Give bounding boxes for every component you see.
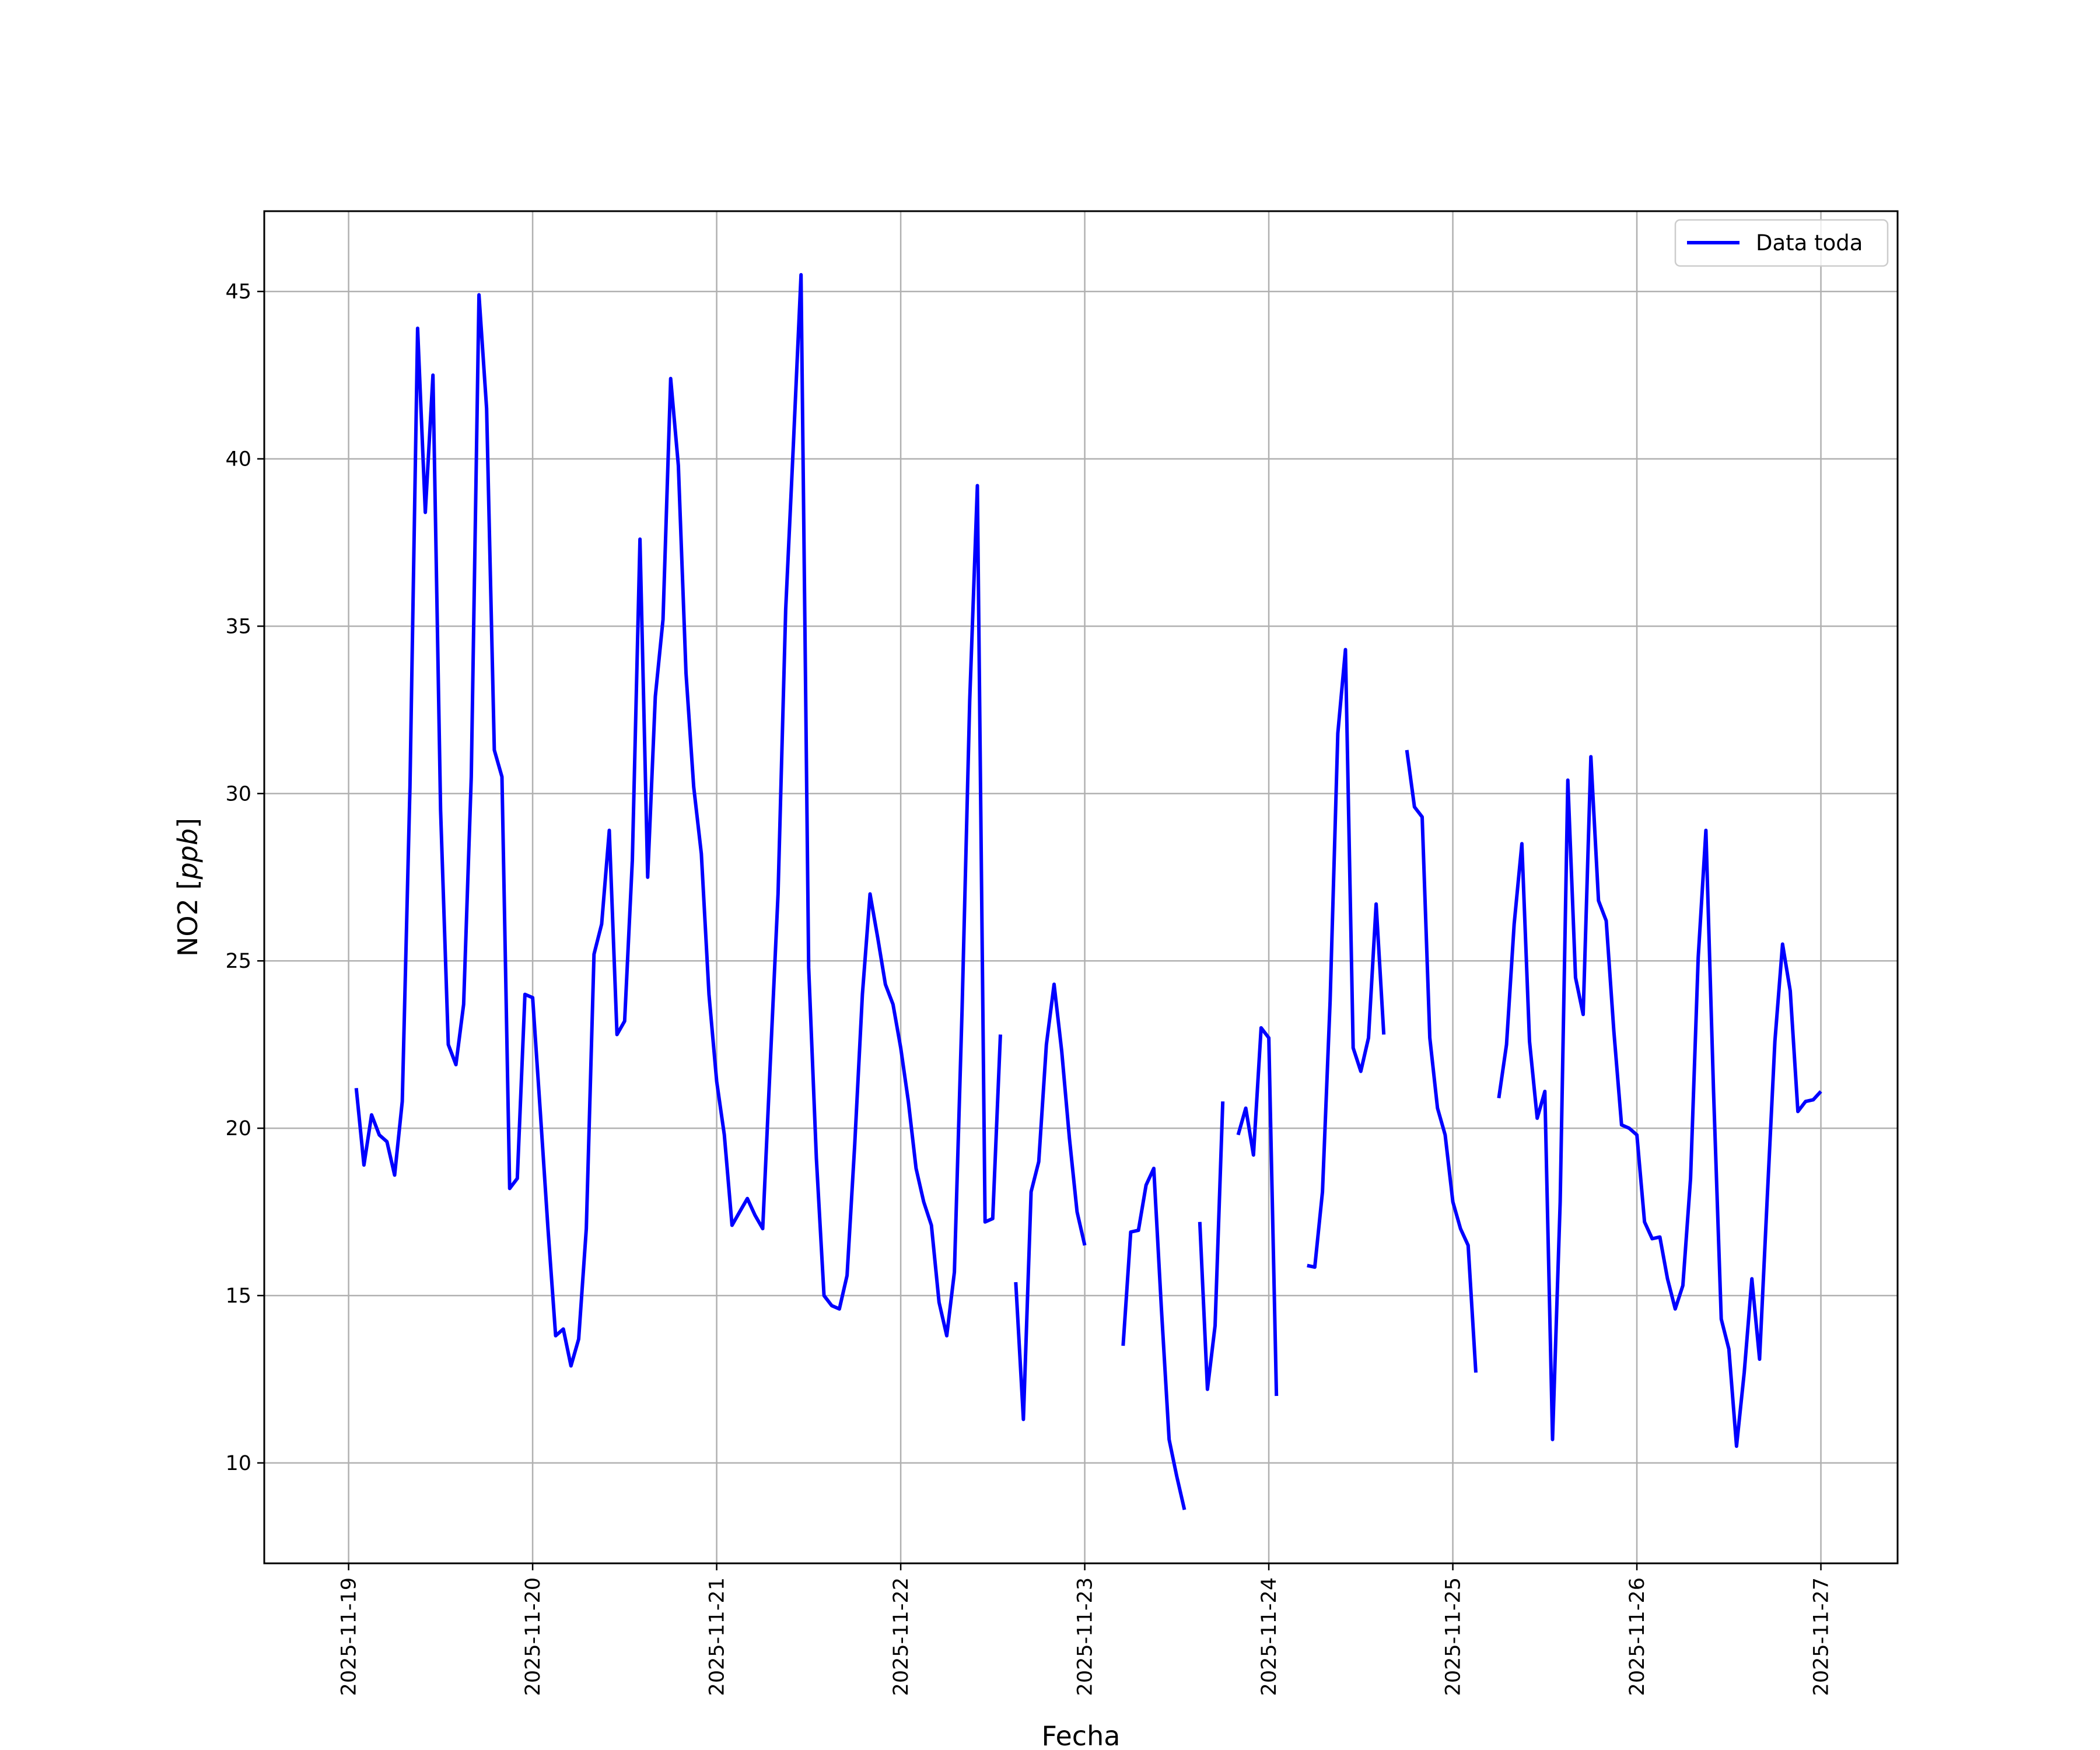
- legend: Data toda: [1674, 219, 1889, 267]
- y-tick-label: 45: [225, 281, 251, 304]
- y-tick-label: 20: [225, 1117, 251, 1140]
- series-line-segment: [1405, 750, 1478, 1373]
- y-tick-label: 35: [225, 615, 251, 638]
- x-tick-label: 2025-11-25: [1442, 1577, 1465, 1696]
- x-tick-label: 2025-11-27: [1810, 1577, 1833, 1696]
- x-tick-label: 2025-11-21: [706, 1577, 729, 1696]
- y-tick-label: 30: [225, 782, 251, 806]
- series-layer: [354, 273, 1822, 1510]
- y-axis-title: NO2 [ppb]: [172, 818, 204, 957]
- series-line-segment: [1307, 648, 1386, 1269]
- ticks: 2025-11-19 2025-11-20 2025-11-21 2025-11-22…: [225, 281, 1833, 1696]
- plot-frame: [263, 210, 1899, 1564]
- series-line-segment: [1497, 755, 1822, 1448]
- x-tick-label: 2025-11-24: [1258, 1577, 1281, 1696]
- x-tick-label: 2025-11-19: [338, 1577, 361, 1696]
- plot-area: [264, 211, 1898, 1563]
- x-tick-label: 2025-11-26: [1626, 1577, 1649, 1696]
- series-line-segment: [1121, 1167, 1186, 1510]
- series-line-segment: [1198, 1101, 1225, 1391]
- grid-lines: [264, 211, 1898, 1563]
- x-tick-label: 2025-11-22: [890, 1577, 913, 1696]
- y-axis-title-unit: ppb: [172, 828, 204, 880]
- legend-box: [1674, 219, 1889, 267]
- x-axis-title: Fecha: [1042, 1720, 1121, 1750]
- series-line-segment: [1014, 982, 1087, 1422]
- x-tick-label: 2025-11-23: [1074, 1577, 1097, 1696]
- y-axis-title-text: NO2: [172, 898, 204, 957]
- legend-label: Data toda: [1756, 230, 1863, 256]
- series-line-segment: [1236, 1026, 1279, 1396]
- x-tick-label: 2025-11-20: [522, 1577, 545, 1696]
- y-tick-label: 40: [225, 448, 251, 471]
- series-line-segment: [354, 273, 1002, 1368]
- y-tick-label: 25: [225, 950, 251, 973]
- y-tick-label: 10: [225, 1452, 251, 1475]
- y-tick-label: 15: [225, 1284, 251, 1308]
